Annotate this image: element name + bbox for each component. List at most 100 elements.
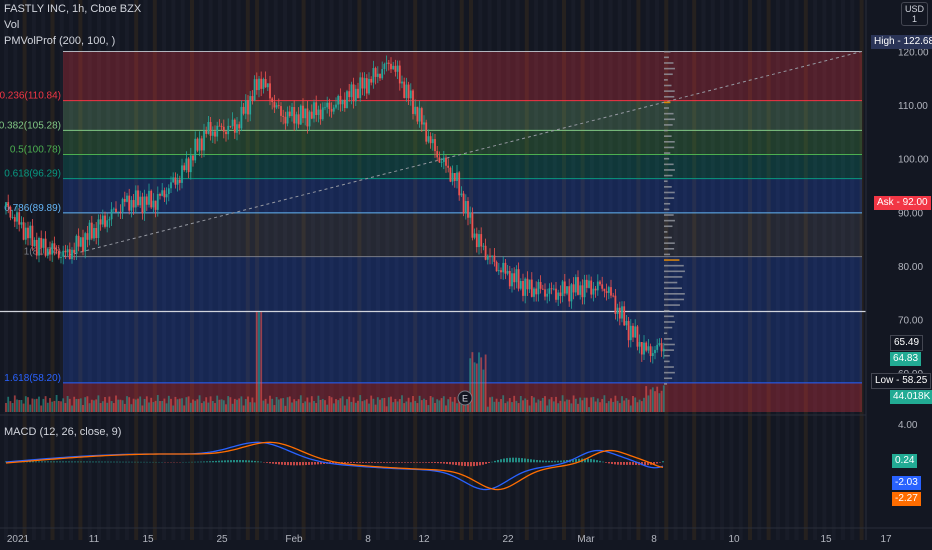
session-band [617,0,622,540]
macd-histogram-bar [383,462,385,463]
candle-body [368,78,370,94]
candle-body [137,190,139,206]
profile-bar [664,202,671,205]
profile-bar [664,197,675,199]
macd-histogram-bar [614,462,616,465]
volume-bar [304,401,307,412]
macd-histogram-bar [53,461,55,463]
candle-body [636,326,639,347]
volume-bar [194,400,197,412]
volume-bar [469,358,472,412]
candle-body [601,284,604,289]
candle-body [304,108,307,119]
candle-body [638,342,641,347]
candle-body [530,279,533,297]
candle-body [495,261,498,272]
candle-body [423,122,425,125]
candle-body [64,250,67,253]
candle-body [115,208,117,213]
profile-bar [664,186,672,188]
candle-body [53,243,56,250]
vol-label[interactable]: Vol [4,19,20,31]
macd-label[interactable]: MACD (12, 26, close, 9) [4,426,122,438]
candle-body [491,255,494,258]
volume-bar [90,399,93,412]
macd-histogram-bar [377,462,379,463]
macd-histogram-bar [392,462,394,463]
volume-bar [647,395,650,412]
volume-bar [121,400,124,412]
macd-line-tag: -2.03 [892,476,921,490]
volume-bar [192,399,194,412]
candle-body [546,293,549,297]
indicator-label[interactable]: PMVolProf (200, 100, ) [4,35,116,47]
fib-label: 1.618(58.20) [4,373,61,384]
volume-bar [255,312,258,412]
volume-bar [95,399,98,412]
volume-bar [447,399,450,412]
macd-histogram-bar [101,461,103,463]
macd-histogram-bar [602,461,604,463]
time-tick-label: 15 [142,534,154,545]
candle-body [247,100,249,115]
volume-bar [280,398,282,412]
volume-bar [548,399,551,412]
candle-body [75,235,78,253]
macd-histogram-bar [116,461,118,463]
candle-body [77,235,80,247]
volume-bar [187,396,190,412]
fib-zone [63,100,862,131]
candle-body [590,280,593,295]
macd-histogram-bar [230,460,232,463]
currency-button[interactable]: USD 1 [900,2,928,26]
volume-bar [418,395,421,412]
macd-histogram-bar [98,461,100,463]
candle-body [308,111,311,127]
volume-bar [390,396,392,412]
candle-body [482,245,485,247]
volume-bar [22,403,25,412]
volume-bar [240,396,243,412]
candle-body [409,90,412,99]
macd-histogram-bar [365,462,367,463]
candle-body [194,138,197,161]
profile-bar [664,315,674,318]
volume-bar [271,398,274,412]
volume-bar [590,397,593,412]
session-band [422,0,427,540]
profile-bar [664,56,669,59]
price-tick-label: 100.00 [898,155,929,166]
macd-pane [0,414,866,491]
macd-histogram-bar [65,461,67,463]
volume-bar [244,399,247,412]
session-band [31,0,36,540]
candle-body [18,212,21,225]
session-band [320,0,325,540]
macd-histogram-bar [410,462,412,463]
macd-histogram-bar [548,460,550,463]
macd-histogram-bar [38,461,40,463]
volume-bar [308,402,311,412]
session-band [134,0,139,540]
macd-histogram-bar [308,462,310,465]
macd-histogram-bar [293,462,295,466]
candle-body [337,95,340,105]
session-band [562,0,566,540]
macd-histogram-bar [554,460,556,463]
candle-body [614,295,617,314]
volume-bar [251,397,254,412]
volume-bar [475,363,478,412]
fib-label: 0.618(96.29) [4,169,61,180]
profile-bar [664,366,674,368]
session-band [385,0,390,540]
volume-bar [566,399,568,412]
session-band [636,0,641,540]
candle-body [612,295,615,297]
macd-histogram-bar [497,459,499,463]
volume-bar [99,403,102,412]
profile-bar [664,343,675,346]
fib-label: 0.5(100.78) [10,145,61,156]
session-band [794,0,799,540]
candle-body [381,69,384,79]
